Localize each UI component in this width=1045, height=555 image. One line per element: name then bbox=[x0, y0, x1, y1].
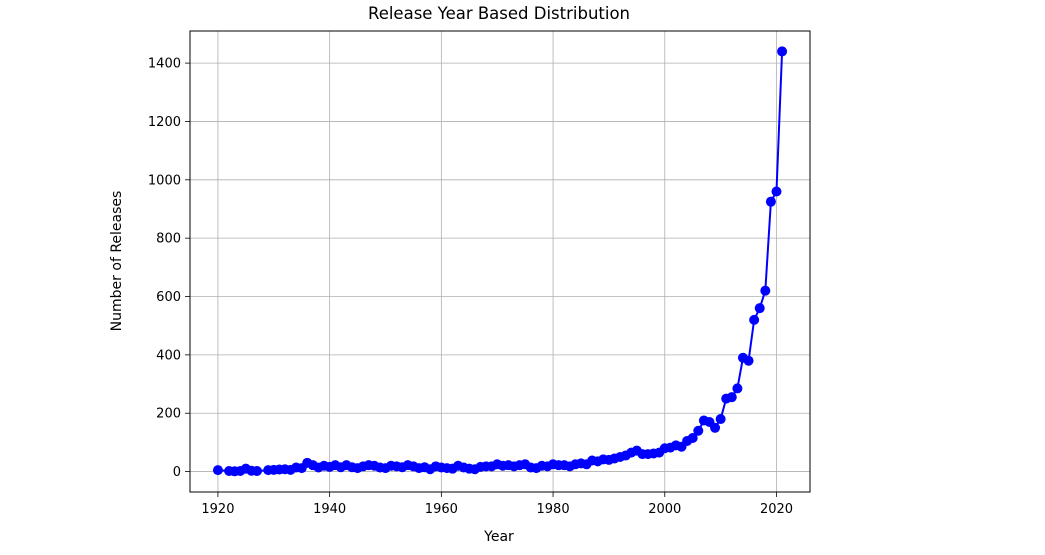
x-tick-label: 1940 bbox=[313, 502, 346, 517]
x-tick-label: 1920 bbox=[201, 502, 234, 517]
data-point bbox=[760, 285, 771, 296]
x-axis-label: Year bbox=[483, 529, 514, 545]
grid bbox=[190, 31, 810, 492]
y-axis-label: Number of Releases bbox=[109, 191, 125, 332]
data-point bbox=[715, 414, 726, 425]
data-point bbox=[732, 383, 743, 394]
data-point bbox=[771, 186, 782, 197]
data-point bbox=[726, 392, 737, 403]
data-point bbox=[749, 314, 760, 325]
data-point bbox=[777, 46, 788, 57]
series-line bbox=[217, 51, 784, 473]
data-point bbox=[754, 303, 765, 314]
y-tick-label: 400 bbox=[156, 348, 181, 363]
series-layer bbox=[212, 46, 788, 477]
plot-frame bbox=[189, 30, 811, 493]
data-point bbox=[693, 425, 704, 436]
y-tick-label: 200 bbox=[156, 407, 181, 422]
data-point bbox=[710, 422, 721, 433]
y-tick-label: 1200 bbox=[148, 115, 181, 130]
x-tick-label: 1980 bbox=[537, 502, 570, 517]
ticks: 1920 1940 1960 1980 2000 2020 0 200 400 600 800 100… bbox=[148, 57, 793, 517]
data-point bbox=[743, 355, 754, 366]
y-tick-label: 1000 bbox=[148, 173, 181, 188]
y-tick-label: 0 bbox=[173, 465, 181, 480]
data-point bbox=[765, 196, 776, 207]
y-tick-label: 800 bbox=[156, 232, 181, 247]
x-tick-label: 2000 bbox=[648, 502, 681, 517]
x-tick-label: 1960 bbox=[425, 502, 458, 517]
data-point bbox=[252, 465, 263, 476]
y-tick-label: 1400 bbox=[148, 57, 181, 72]
data-point bbox=[687, 433, 698, 444]
chart-title: Release Year Based Distribution bbox=[368, 4, 630, 23]
x-tick-label: 2020 bbox=[760, 502, 793, 517]
y-tick-label: 600 bbox=[156, 290, 181, 305]
data-point bbox=[212, 465, 223, 476]
